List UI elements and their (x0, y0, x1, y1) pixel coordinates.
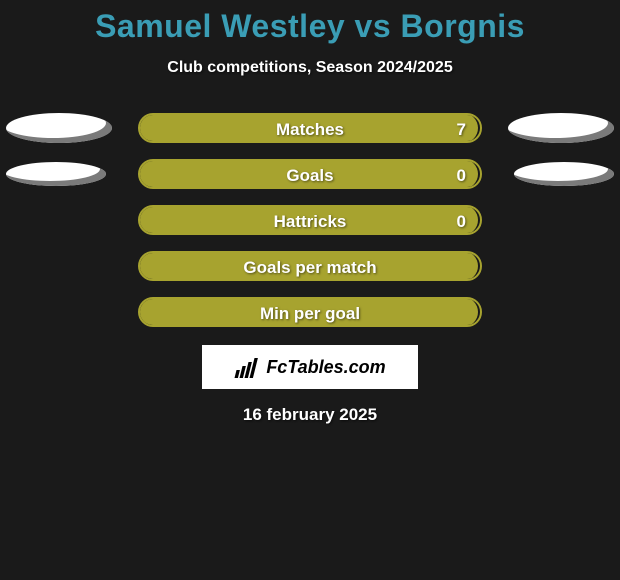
stat-row: Hattricks0 (0, 205, 620, 235)
stat-value-right: 0 (457, 207, 466, 235)
stat-bar: Goals per match (138, 251, 482, 281)
player-ellipse-right (508, 113, 614, 143)
stat-row: Goals0 (0, 159, 620, 189)
comparison-infographic: Samuel Westley vs Borgnis Club competiti… (0, 0, 620, 580)
stat-row: Min per goal (0, 297, 620, 327)
page-title: Samuel Westley vs Borgnis (0, 0, 620, 45)
stat-value-right: 7 (457, 115, 466, 143)
stat-label: Matches (140, 115, 480, 143)
stat-label: Hattricks (140, 207, 480, 235)
barchart-icon (234, 356, 260, 378)
page-subtitle: Club competitions, Season 2024/2025 (0, 59, 620, 77)
stat-row: Goals per match (0, 251, 620, 281)
date-label: 16 february 2025 (0, 405, 620, 425)
logo: FcTables.com (234, 356, 385, 378)
logo-text: FcTables.com (266, 357, 385, 378)
player-ellipse-left (6, 162, 106, 186)
stat-value-right: 0 (457, 161, 466, 189)
stat-bar: Min per goal (138, 297, 482, 327)
player-ellipse-right (514, 162, 614, 186)
stat-row: Matches7 (0, 113, 620, 143)
logo-box: FcTables.com (202, 345, 418, 389)
stat-rows: Matches7Goals0Hattricks0Goals per matchM… (0, 113, 620, 327)
stat-label: Min per goal (140, 299, 480, 327)
stat-label: Goals (140, 161, 480, 189)
stat-bar: Hattricks0 (138, 205, 482, 235)
stat-bar: Goals0 (138, 159, 482, 189)
stat-label: Goals per match (140, 253, 480, 281)
stat-bar: Matches7 (138, 113, 482, 143)
player-ellipse-left (6, 113, 112, 143)
